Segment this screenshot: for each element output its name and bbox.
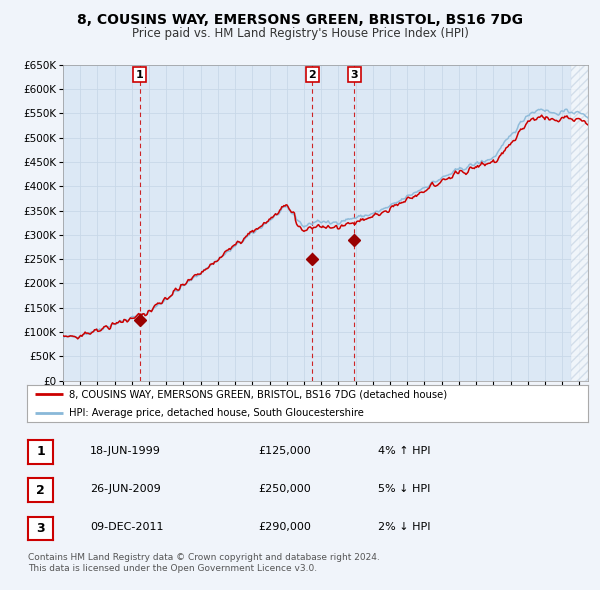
- Text: 2% ↓ HPI: 2% ↓ HPI: [378, 523, 431, 532]
- Text: Contains HM Land Registry data © Crown copyright and database right 2024.: Contains HM Land Registry data © Crown c…: [28, 553, 380, 562]
- Text: 5% ↓ HPI: 5% ↓ HPI: [378, 484, 430, 494]
- Text: 8, COUSINS WAY, EMERSONS GREEN, BRISTOL, BS16 7DG (detached house): 8, COUSINS WAY, EMERSONS GREEN, BRISTOL,…: [69, 389, 447, 399]
- Text: 3: 3: [350, 70, 358, 80]
- Text: 4% ↑ HPI: 4% ↑ HPI: [378, 446, 431, 455]
- Text: 8, COUSINS WAY, EMERSONS GREEN, BRISTOL, BS16 7DG: 8, COUSINS WAY, EMERSONS GREEN, BRISTOL,…: [77, 13, 523, 27]
- Text: 3: 3: [37, 522, 45, 535]
- Text: £290,000: £290,000: [258, 523, 311, 532]
- Text: 18-JUN-1999: 18-JUN-1999: [90, 446, 161, 455]
- Text: 1: 1: [136, 70, 143, 80]
- Text: 1: 1: [37, 445, 45, 458]
- Text: 26-JUN-2009: 26-JUN-2009: [90, 484, 161, 494]
- Text: 2: 2: [37, 484, 45, 497]
- Text: Price paid vs. HM Land Registry's House Price Index (HPI): Price paid vs. HM Land Registry's House …: [131, 27, 469, 40]
- Text: This data is licensed under the Open Government Licence v3.0.: This data is licensed under the Open Gov…: [28, 565, 317, 573]
- Text: HPI: Average price, detached house, South Gloucestershire: HPI: Average price, detached house, Sout…: [69, 408, 364, 418]
- Text: 2: 2: [308, 70, 316, 80]
- Text: £250,000: £250,000: [258, 484, 311, 494]
- Text: 09-DEC-2011: 09-DEC-2011: [90, 523, 163, 532]
- Text: £125,000: £125,000: [258, 446, 311, 455]
